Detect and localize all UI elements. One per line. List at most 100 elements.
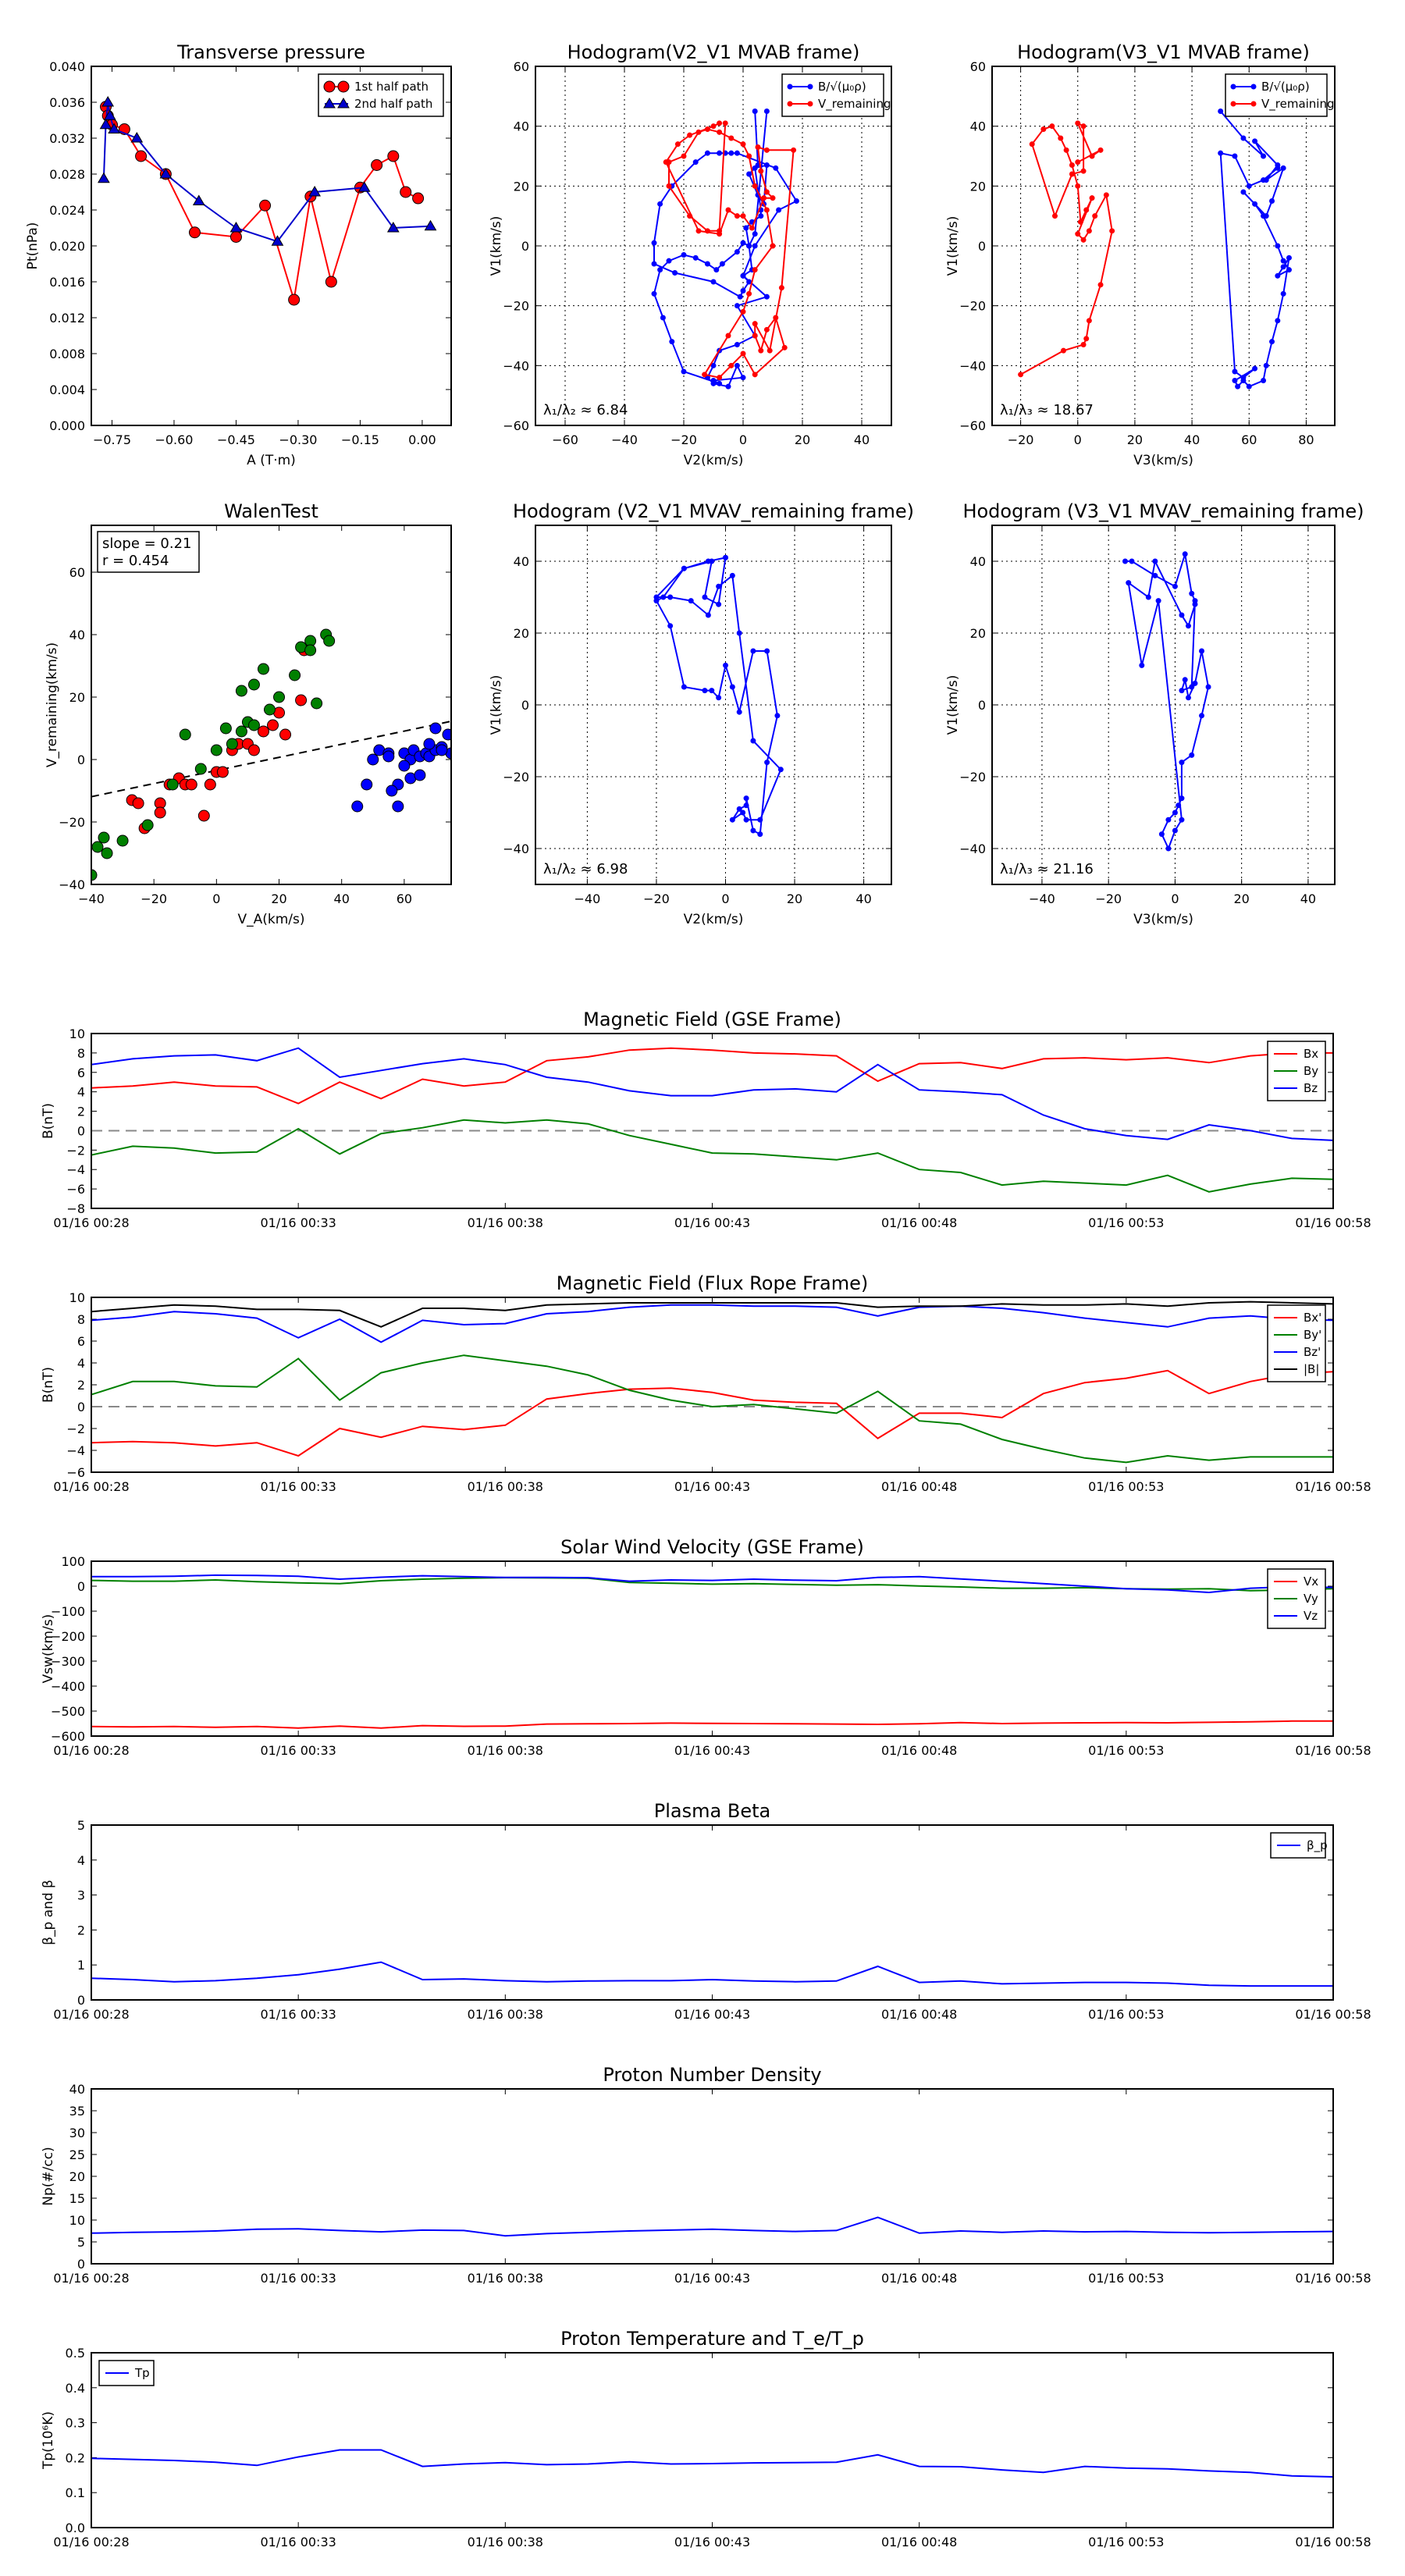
series-line-0 <box>91 2449 1333 2478</box>
data-point <box>91 869 98 881</box>
data-point <box>734 249 740 255</box>
y-tick-label: 0.0 <box>66 2521 85 2535</box>
data-point <box>746 290 752 297</box>
data-point <box>1189 752 1195 758</box>
data-point <box>750 738 756 744</box>
data-point <box>132 797 144 809</box>
data-point <box>1218 109 1224 114</box>
data-point <box>1092 213 1098 219</box>
data-point <box>758 347 764 354</box>
x-tick-label: 01/16 00:43 <box>674 2007 750 2022</box>
panel-mag_gse: −8 −6 −4 −2 0 2 4 6 8 10 01/16 00:28 01/16 00:33 01/… <box>41 1009 1371 1230</box>
data-point <box>681 565 687 571</box>
data-point <box>729 684 735 690</box>
data-point <box>746 153 752 159</box>
data-point <box>1179 795 1185 802</box>
data-point <box>1075 183 1081 189</box>
series-group <box>653 554 784 838</box>
legend-label: 1st half path <box>354 80 429 94</box>
x-tick-label: 01/16 00:53 <box>1088 1479 1164 1494</box>
x-tick-label: −0.15 <box>341 432 379 447</box>
data-point <box>101 847 113 859</box>
data-point <box>743 817 749 823</box>
x-tick-label: 01/16 00:43 <box>674 2271 750 2286</box>
data-point <box>1261 213 1267 219</box>
y-tick-label: 40 <box>69 2082 85 2097</box>
data-point <box>1165 845 1172 852</box>
data-point <box>247 744 260 756</box>
chart-title: Solar Wind Velocity (GSE Frame) <box>560 1536 864 1558</box>
chart-title: Plasma Beta <box>654 1800 770 1822</box>
data-point <box>734 213 740 219</box>
data-point <box>429 722 442 735</box>
data-point <box>1122 558 1128 564</box>
y-tick-label: 0 <box>77 1400 85 1414</box>
y-tick-label: 40 <box>970 554 986 569</box>
data-point <box>1246 183 1252 189</box>
data-point <box>197 809 210 822</box>
y-tick-label: −20 <box>503 770 529 785</box>
data-point <box>681 684 687 690</box>
series-group <box>651 109 799 390</box>
y-tick-label: 100 <box>61 1554 85 1569</box>
data-point <box>709 558 715 564</box>
y-tick-label: −6 <box>66 1465 85 1480</box>
data-point <box>1097 282 1104 288</box>
y-tick-label: −300 <box>51 1654 85 1669</box>
y-tick-label: 0 <box>978 698 986 713</box>
data-point <box>672 270 678 276</box>
y-tick-label: −40 <box>503 841 529 856</box>
y-axis-label: V1(km/s) <box>489 216 504 276</box>
y-tick-label: 0 <box>77 1993 85 2008</box>
x-tick-label: 01/16 00:58 <box>1295 2007 1371 2022</box>
series-group <box>91 1047 1333 1193</box>
data-point <box>666 159 672 165</box>
x-tick-label: 01/16 00:48 <box>881 1479 957 1494</box>
y-tick-label: −20 <box>59 815 85 830</box>
data-point <box>216 766 229 778</box>
x-tick-label: 01/16 00:38 <box>468 2007 543 2022</box>
data-point <box>695 129 702 135</box>
data-point <box>1069 162 1075 168</box>
data-point <box>729 817 735 823</box>
data-point <box>666 183 672 189</box>
x-tick-label: 0 <box>1074 432 1082 447</box>
y-axis-label: V1(km/s) <box>489 675 504 735</box>
y-tick-label: −600 <box>51 1729 85 1744</box>
series-group <box>98 96 437 306</box>
x-tick-label: 01/16 00:53 <box>1088 2271 1164 2286</box>
y-tick-label: −40 <box>59 877 85 892</box>
data-point <box>99 118 112 130</box>
data-point <box>734 150 740 156</box>
y-tick-label: 60 <box>69 565 85 580</box>
data-point <box>752 243 758 249</box>
data-point <box>247 719 260 731</box>
data-point <box>1269 339 1275 345</box>
chart-title: Hodogram(V2_V1 MVAB frame) <box>567 41 860 63</box>
y-tick-label: 10 <box>69 1290 85 1305</box>
data-point <box>725 207 731 213</box>
data-point <box>1179 760 1185 766</box>
y-tick-label: 40 <box>514 119 529 134</box>
x-tick-label: −0.60 <box>155 432 193 447</box>
chart-title: Proton Number Density <box>603 2064 821 2086</box>
x-tick-label: 20 <box>271 891 286 906</box>
data-point <box>651 290 657 297</box>
data-point <box>308 186 322 197</box>
data-point <box>767 347 773 354</box>
data-point <box>1080 237 1087 243</box>
x-tick-label: 01/16 00:58 <box>1295 2535 1371 2549</box>
data-point <box>653 594 660 600</box>
x-tick-label: 20 <box>1233 891 1249 906</box>
legend-marker <box>1250 84 1257 90</box>
y-tick-label: 20 <box>514 626 529 641</box>
x-tick-label: 01/16 00:48 <box>881 2007 957 2022</box>
x-tick-label: 01/16 00:28 <box>53 2271 129 2286</box>
series-line-2 <box>91 1304 1333 1343</box>
data-point <box>755 144 761 150</box>
data-point <box>295 694 308 706</box>
x-tick-label: 01/16 00:53 <box>1088 2007 1164 2022</box>
y-tick-label: 5 <box>77 1818 85 1833</box>
y-tick-label: −6 <box>66 1182 85 1197</box>
